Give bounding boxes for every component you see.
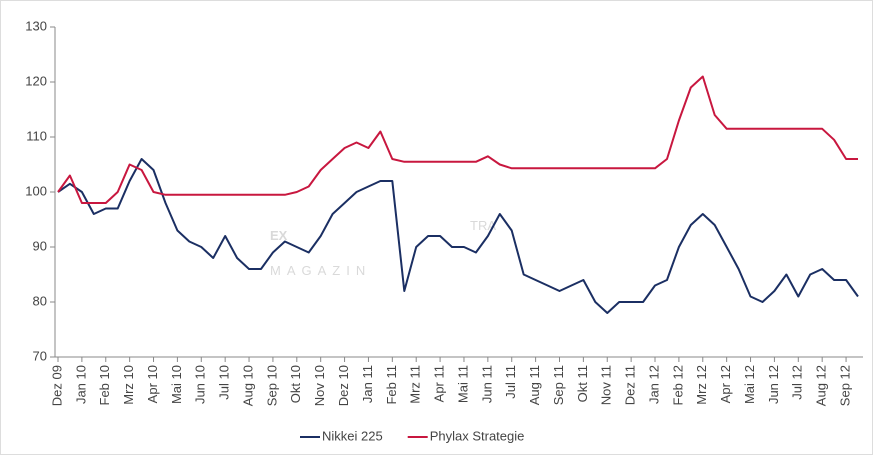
y-tick-label: 70 bbox=[33, 348, 47, 363]
x-tick-label: Okt 11 bbox=[575, 365, 590, 402]
watermark: EX bbox=[270, 228, 288, 243]
x-tick-label: Nov 11 bbox=[599, 365, 614, 405]
x-tick-label: Aug 10 bbox=[240, 365, 255, 406]
x-tick-label: Feb 10 bbox=[97, 365, 112, 405]
legend-label: Nikkei 225 bbox=[322, 428, 383, 443]
x-tick-label: Mrz 11 bbox=[408, 365, 423, 404]
y-tick-label: 90 bbox=[33, 238, 47, 253]
x-tick-label: Sep 11 bbox=[551, 365, 566, 405]
x-tick-label: Jun 11 bbox=[479, 365, 494, 403]
x-tick-label: Mai 11 bbox=[455, 365, 470, 403]
y-tick-label: 130 bbox=[25, 18, 47, 33]
x-tick-label: Mrz 12 bbox=[694, 365, 709, 405]
x-tick-label: Jan 12 bbox=[646, 365, 661, 404]
x-tick-label: Dez 10 bbox=[336, 365, 351, 406]
x-tick-label: Mai 10 bbox=[169, 365, 184, 404]
x-tick-label: Aug 11 bbox=[527, 365, 542, 405]
y-tick-label: 110 bbox=[26, 128, 47, 143]
x-tick-label: Sep 12 bbox=[837, 365, 852, 406]
x-tick-label: Jul 10 bbox=[217, 365, 232, 400]
watermark: MAGAZIN bbox=[270, 263, 371, 278]
x-tick-label: Apr 10 bbox=[145, 365, 160, 403]
y-tick-label: 120 bbox=[25, 73, 47, 88]
x-tick-label: Sep 10 bbox=[264, 365, 279, 406]
y-tick-label: 80 bbox=[33, 293, 47, 308]
x-tick-label: Nov 10 bbox=[312, 365, 327, 406]
line-series bbox=[57, 158, 859, 314]
x-tick-label: Jul 11 bbox=[503, 365, 518, 399]
x-tick-label: Jan 11 bbox=[360, 365, 375, 403]
x-tick-label: Mai 12 bbox=[742, 365, 757, 404]
x-tick-label: Mrz 10 bbox=[121, 365, 136, 405]
x-tick-label: Jul 12 bbox=[790, 365, 805, 400]
x-tick-label: Jun 10 bbox=[193, 365, 208, 404]
x-tick-label: Apr 12 bbox=[718, 365, 733, 403]
line-series bbox=[57, 75, 858, 204]
x-tick-label: Feb 11 bbox=[384, 365, 399, 405]
y-tick-label: 100 bbox=[25, 183, 47, 198]
x-tick-label: Dez 09 bbox=[49, 365, 64, 406]
watermark: TRA bbox=[470, 218, 496, 233]
x-tick-label: Apr 11 bbox=[432, 365, 447, 402]
x-tick-label: Aug 12 bbox=[814, 365, 829, 406]
x-tick-label: Feb 12 bbox=[670, 365, 685, 405]
x-tick-label: Okt 10 bbox=[288, 365, 303, 403]
legend-label: Phylax Strategie bbox=[430, 428, 525, 443]
x-tick-label: Jan 10 bbox=[73, 365, 88, 404]
x-tick-label: Dez 11 bbox=[623, 365, 638, 405]
x-tick-label: Jun 12 bbox=[766, 365, 781, 404]
